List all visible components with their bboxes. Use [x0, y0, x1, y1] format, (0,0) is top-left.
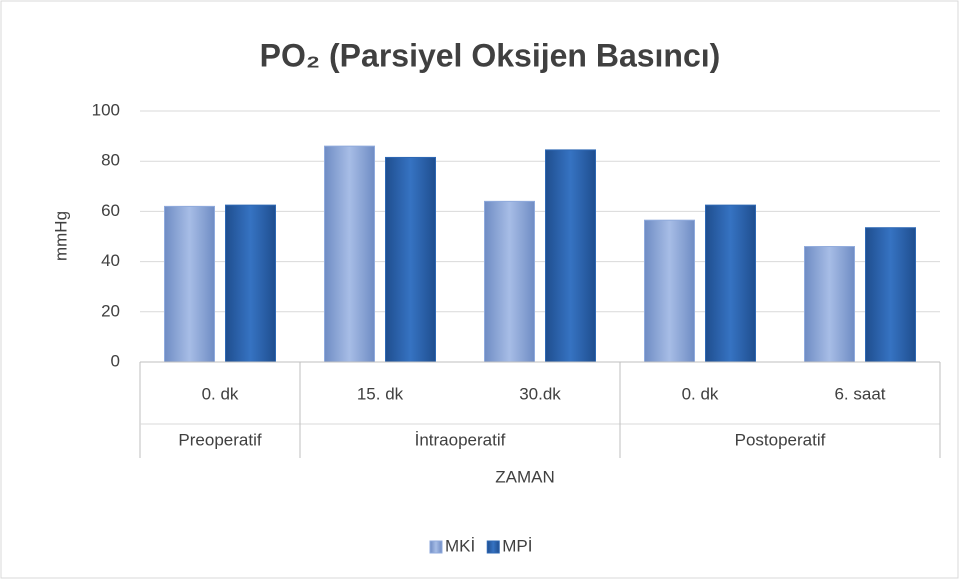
x-tick-label: 6. saat — [834, 384, 885, 403]
bar — [484, 200, 535, 363]
bar — [865, 227, 916, 363]
x-tick-label: 0. dk — [682, 384, 719, 403]
bar — [164, 205, 215, 363]
bar — [644, 219, 695, 363]
bar — [225, 204, 276, 363]
group-label: Preoperatif — [178, 430, 261, 449]
x-axis-title: ZAMAN — [495, 467, 555, 486]
y-tick-label: 0 — [111, 351, 120, 370]
x-tick-label: 30.dk — [519, 384, 561, 403]
legend-label: MPİ — [502, 536, 532, 555]
y-tick-label: 60 — [101, 201, 120, 220]
legend-swatch — [429, 540, 443, 554]
y-tick-label: 100 — [92, 100, 120, 119]
group-label: Postoperatif — [735, 430, 826, 449]
group-label: İntraoperatif — [415, 430, 506, 449]
bar — [545, 149, 596, 363]
y-tick-label: 80 — [101, 151, 120, 170]
legend-label: MKİ — [445, 536, 475, 555]
bar — [705, 204, 756, 363]
x-tick-label: 0. dk — [202, 384, 239, 403]
y-axis-title: mmHg — [51, 211, 70, 261]
bar — [385, 156, 436, 363]
legend-swatch — [486, 540, 500, 554]
y-tick-label: 20 — [101, 301, 120, 320]
chart-title: PO₂ (Parsiyel Oksijen Basıncı) — [260, 37, 721, 73]
y-tick-label: 40 — [101, 251, 120, 270]
bar — [804, 246, 855, 363]
x-tick-label: 15. dk — [357, 384, 404, 403]
bar — [324, 145, 375, 363]
